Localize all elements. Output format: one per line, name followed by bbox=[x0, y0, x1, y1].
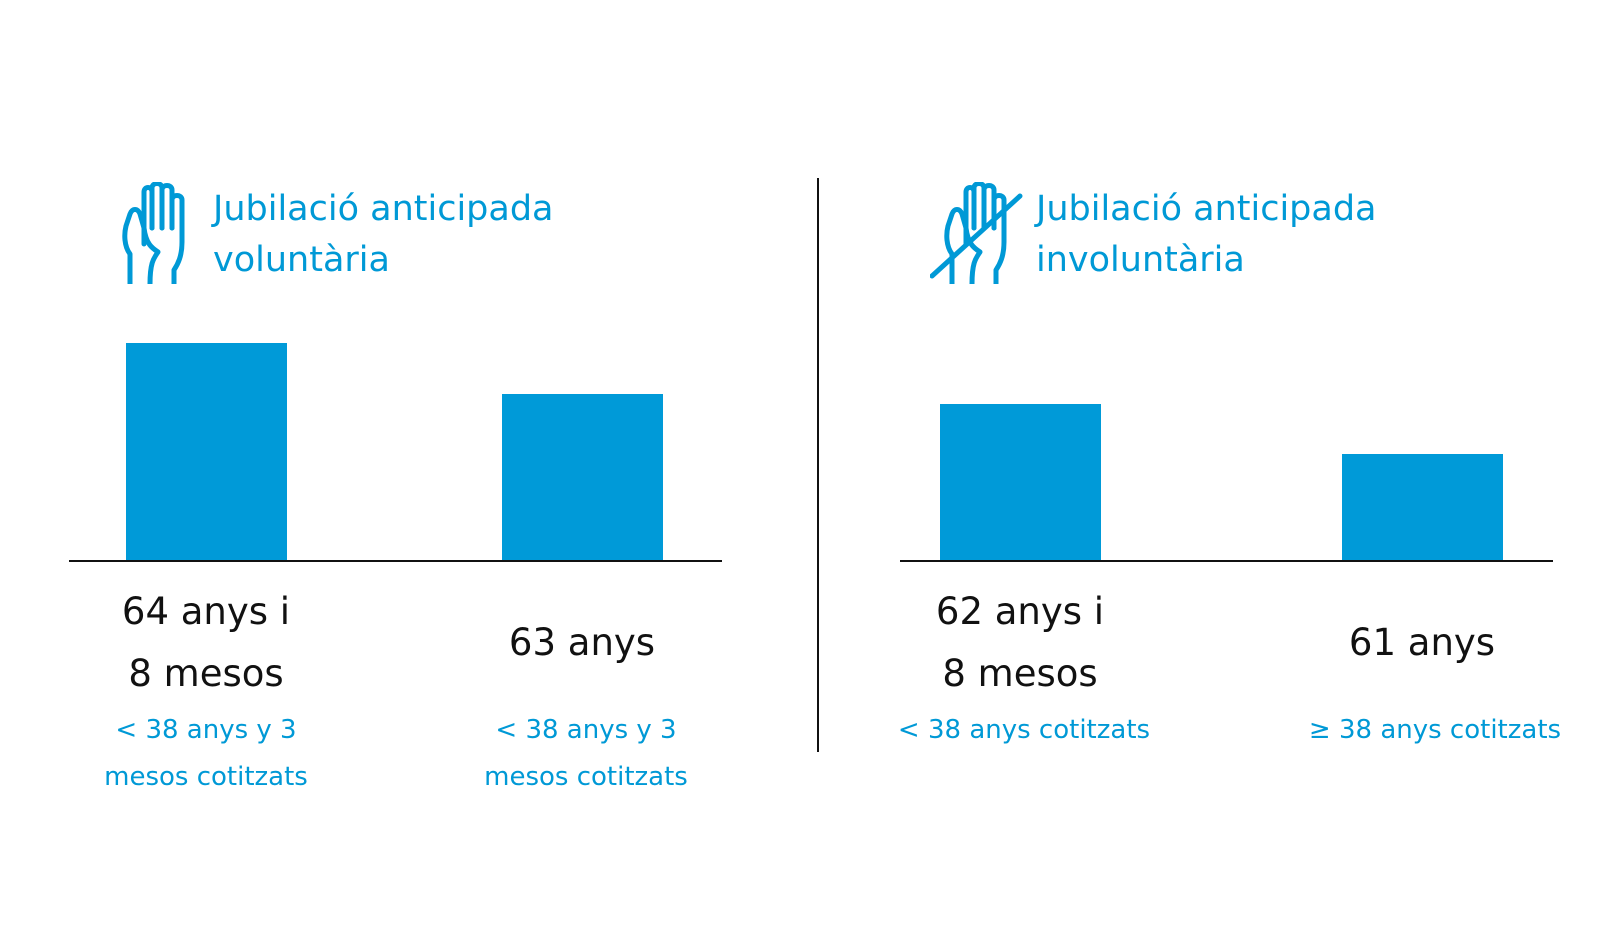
value-line: 64 anys i bbox=[121, 590, 291, 633]
bar-note-label: < 38 anys y 3 mesos cotitzats bbox=[436, 707, 736, 801]
bar-value-label: 62 anys i 8 mesos bbox=[870, 581, 1170, 705]
chart-voluntary: Jubilació anticipada voluntària 64 anys … bbox=[56, 181, 736, 801]
bar-note-label: ≥ 38 anys cotitzats bbox=[1280, 707, 1590, 754]
note-line: < 38 anys y 3 bbox=[115, 715, 297, 745]
x-axis-line bbox=[900, 560, 1553, 562]
value-line: 62 anys i bbox=[935, 590, 1105, 633]
note-line: mesos cotitzats bbox=[104, 762, 308, 792]
bar-note-label: < 38 anys cotitzats bbox=[874, 707, 1174, 754]
value-line: 8 mesos bbox=[942, 652, 1098, 695]
chart-title: Jubilació anticipada voluntària bbox=[213, 184, 554, 286]
bar-value-label: 64 anys i 8 mesos bbox=[56, 581, 356, 705]
bar-1 bbox=[1342, 454, 1503, 560]
crossed-hand-icon bbox=[929, 181, 1024, 288]
title-line: voluntària bbox=[213, 240, 390, 280]
title-line: Jubilació anticipada bbox=[213, 189, 554, 229]
bar-value-label: 63 anys bbox=[432, 612, 732, 674]
raised-hand-icon bbox=[122, 181, 188, 288]
bar-1 bbox=[502, 393, 663, 560]
value-line: 61 anys bbox=[1348, 621, 1496, 664]
bar-0 bbox=[126, 343, 287, 560]
value-line: 63 anys bbox=[508, 621, 656, 664]
x-axis-line bbox=[69, 560, 722, 562]
title-line: involuntària bbox=[1036, 240, 1245, 280]
note-line: mesos cotitzats bbox=[484, 762, 688, 792]
panel-divider bbox=[817, 178, 819, 752]
note-line: ≥ 38 anys cotitzats bbox=[1308, 715, 1562, 745]
title-line: Jubilació anticipada bbox=[1036, 189, 1377, 229]
note-line: < 38 anys y 3 bbox=[495, 715, 677, 745]
bar-0 bbox=[940, 403, 1101, 560]
note-line: < 38 anys cotitzats bbox=[897, 715, 1151, 745]
bar-note-label: < 38 anys y 3 mesos cotitzats bbox=[56, 707, 356, 801]
value-line: 8 mesos bbox=[128, 652, 284, 695]
bar-value-label: 61 anys bbox=[1272, 612, 1572, 674]
chart-title: Jubilació anticipada involuntària bbox=[1036, 184, 1377, 286]
